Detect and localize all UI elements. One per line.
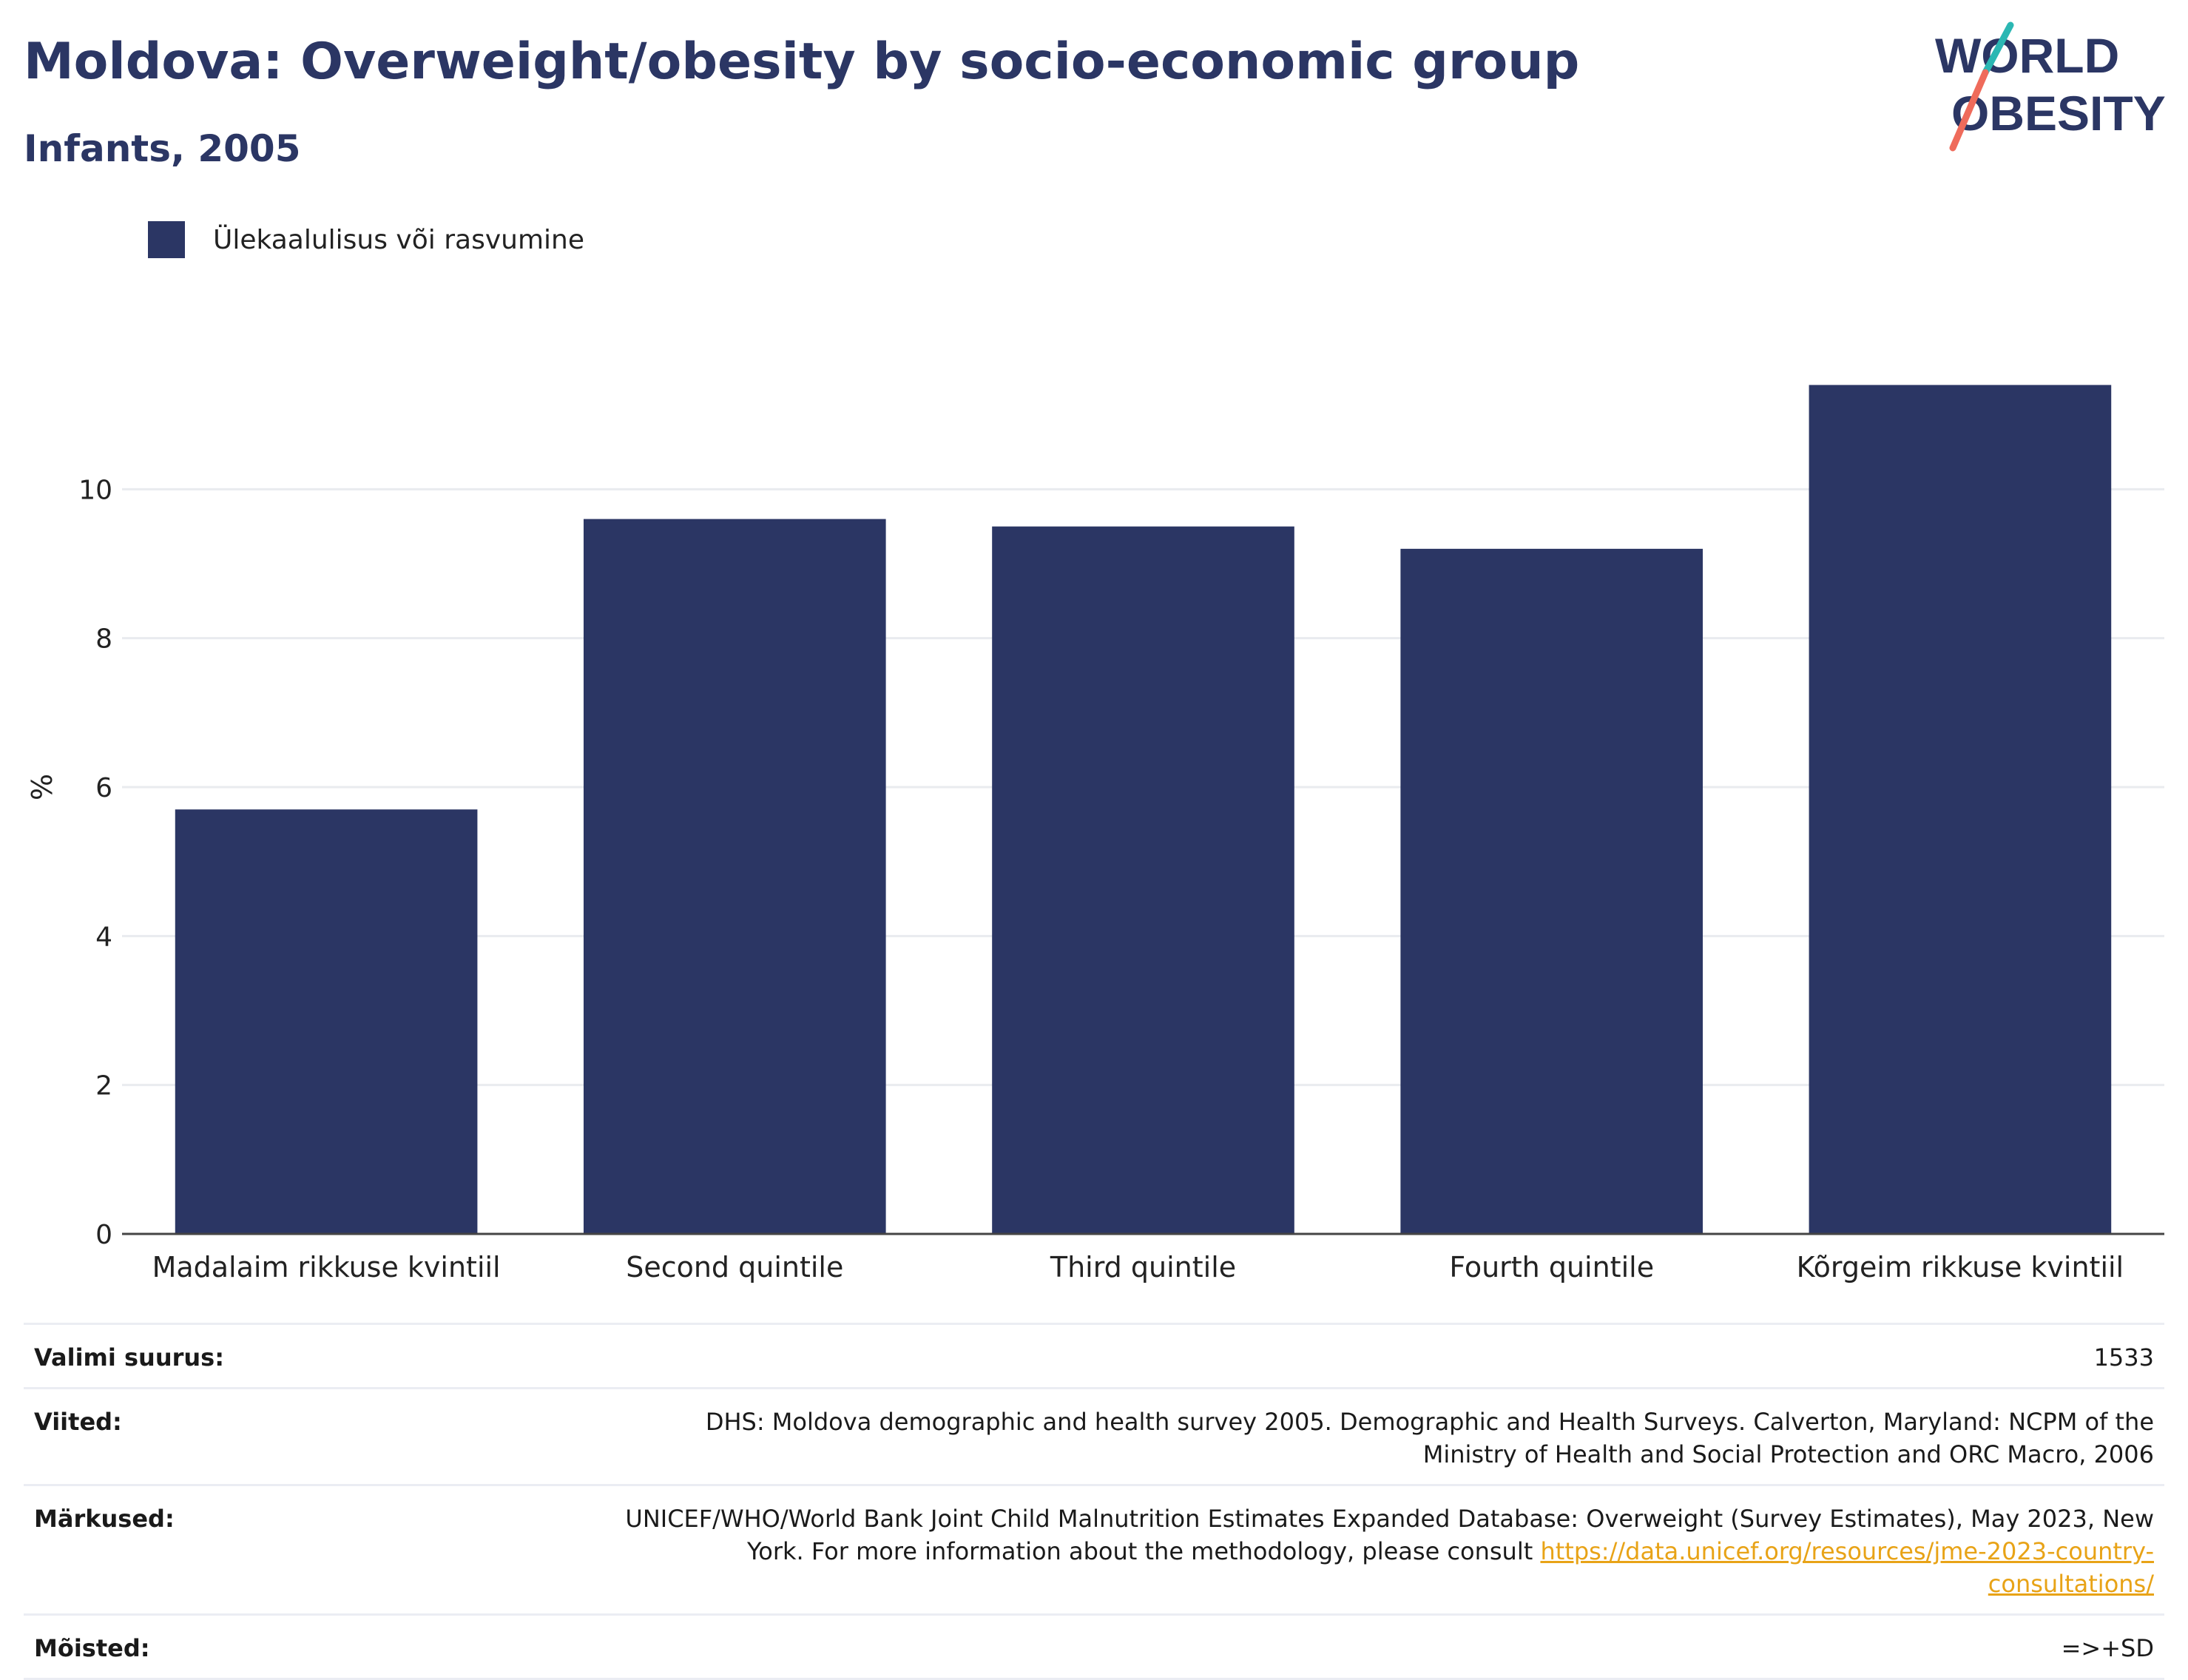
- x-tick-label: Second quintile: [626, 1251, 843, 1283]
- bar-chart: 0 2 4 6 8 10% Madalaim rikkuse kvintiil Second …: [26, 385, 2164, 1283]
- footer-value: UNICEF/WHO/World Bank Joint Child Malnut…: [615, 1502, 2154, 1600]
- footer-label: Valimi suurus:: [34, 1343, 225, 1372]
- x-tick-label: Fourth quintile: [1449, 1251, 1654, 1283]
- footer-row-notes: Märkused: UNICEF/WHO/World Bank Joint Ch…: [24, 1484, 2164, 1613]
- y-tick-label: 4: [95, 922, 112, 952]
- footer-label: Viited:: [34, 1408, 122, 1436]
- footer-value: =>+SD: [2061, 1634, 2154, 1662]
- footer-value: 1533: [2093, 1343, 2154, 1372]
- world-obesity-logo: WORLD OBESITY: [1935, 21, 2166, 152]
- methodology-link[interactable]: https://data.unicef.org/resources/jme-20…: [1540, 1537, 2154, 1598]
- y-tick-label: 0: [95, 1220, 112, 1250]
- legend-swatch: [148, 221, 185, 258]
- y-tick-label: 8: [95, 624, 112, 655]
- y-axis-label: %: [26, 774, 58, 800]
- bar: [1400, 548, 1704, 1234]
- y-tick-label: 10: [78, 475, 112, 505]
- legend: Ülekaalulisus või rasvumine: [148, 220, 584, 259]
- bar: [1809, 385, 2112, 1234]
- footer-row-definitions: Mõisted: =>+SD: [24, 1613, 2164, 1680]
- chart-subtitle: Infants, 2005: [24, 127, 301, 170]
- bar: [175, 809, 478, 1234]
- logo-line2: OBESITY: [1951, 86, 2166, 141]
- notes-text: UNICEF/WHO/World Bank Joint Child Malnut…: [625, 1505, 2154, 1565]
- x-tick-label: Kõrgeim rikkuse kvintiil: [1797, 1251, 2124, 1283]
- bar: [992, 526, 1294, 1234]
- y-tick-label: 2: [95, 1071, 112, 1102]
- y-tick-label: 6: [95, 773, 112, 803]
- x-tick-label: Third quintile: [1050, 1251, 1236, 1283]
- footer-table: Valimi suurus: 1533 Viited: DHS: Moldova…: [24, 1323, 2164, 1680]
- bar: [583, 519, 886, 1234]
- logo-line1: WORLD: [1935, 28, 2119, 83]
- x-tick-label: Madalaim rikkuse kvintiil: [152, 1251, 501, 1283]
- footer-label: Mõisted:: [34, 1634, 150, 1662]
- footer-row-sample-size: Valimi suurus: 1533: [24, 1323, 2164, 1387]
- footer-value: DHS: Moldova demographic and health surv…: [705, 1408, 2154, 1468]
- chart-title: Moldova: Overweight/obesity by socio-eco…: [24, 33, 1580, 91]
- legend-label: Ülekaalulisus või rasvumine: [213, 224, 584, 255]
- footer-row-references: Viited: DHS: Moldova demographic and hea…: [24, 1387, 2164, 1484]
- footer-label: Märkused:: [34, 1505, 175, 1533]
